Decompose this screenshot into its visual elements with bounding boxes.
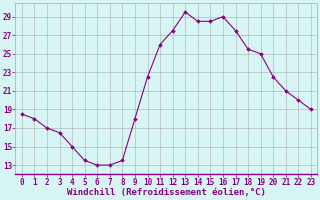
- X-axis label: Windchill (Refroidissement éolien,°C): Windchill (Refroidissement éolien,°C): [67, 188, 266, 197]
